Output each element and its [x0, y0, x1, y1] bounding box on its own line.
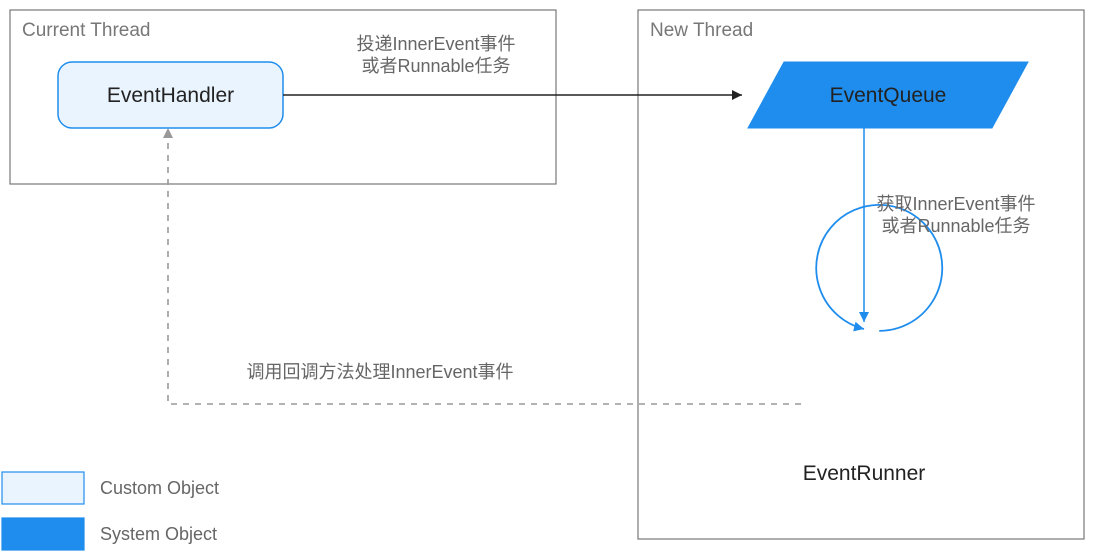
edge-callback-label: 调用回调方法处理InnerEvent事件 [246, 362, 513, 382]
legend-swatch-0 [2, 472, 84, 504]
node-event_runner-label: EventRunner [803, 462, 926, 485]
legend-label-1: System Object [100, 524, 217, 544]
node-event_handler-label: EventHandler [107, 84, 234, 107]
legend-label-0: Custom Object [100, 478, 219, 498]
node-event_queue-label: EventQueue [830, 84, 947, 107]
node-event_queue: EventQueue [748, 62, 1028, 128]
legend-swatch-1 [2, 518, 84, 550]
frame-current_thread-label: Current Thread [22, 20, 151, 41]
node-event_handler: EventHandler [58, 62, 283, 128]
frame-new_thread-label: New Thread [650, 20, 753, 41]
